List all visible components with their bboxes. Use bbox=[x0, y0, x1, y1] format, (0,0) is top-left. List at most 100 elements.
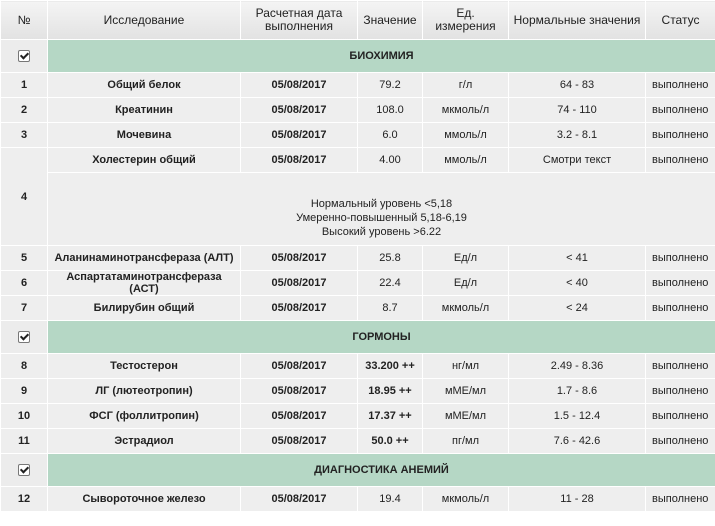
result-row: 11 Эстрадиол 05/08/2017 50.0 ++ пг/мл 7.6 - 4… bbox=[0, 428, 715, 454]
date-cell: 05/08/2017 bbox=[240, 122, 358, 148]
section-row: БИОХИМИЯ bbox=[0, 39, 715, 73]
value-cell: 18.95 ++ bbox=[357, 378, 423, 404]
value-cell: 22.4 bbox=[357, 270, 423, 296]
name-cell: Билирубин общий bbox=[47, 295, 241, 321]
unit-cell: ммоль/л bbox=[422, 147, 509, 173]
value-cell: 19.4 bbox=[357, 486, 423, 512]
name-cell: Аланинаминотрансфераза (АЛТ) bbox=[47, 245, 241, 271]
status-cell: выполнено bbox=[645, 403, 715, 429]
name-cell: ЛГ (лютеотропин) bbox=[47, 378, 241, 404]
num-cell: 12 bbox=[0, 486, 48, 512]
column-header: Расчетная дата выполнения bbox=[240, 0, 358, 40]
num-cell: 4 bbox=[0, 147, 48, 246]
column-header: Ед. измерения bbox=[422, 0, 509, 40]
status-cell: выполнено bbox=[645, 72, 715, 98]
column-header: Значение bbox=[357, 0, 423, 40]
num-cell: 3 bbox=[0, 122, 48, 148]
result-row: 4 Холестерин общий 05/08/2017 4.00 ммоль/л См… bbox=[0, 147, 715, 246]
unit-cell: нг/мл bbox=[422, 353, 509, 379]
date-cell: 05/08/2017 bbox=[240, 72, 358, 98]
num-cell: 2 bbox=[0, 97, 48, 123]
section-toggle bbox=[0, 320, 48, 354]
num-cell: 1 bbox=[0, 72, 48, 98]
value-cell: 33.200 ++ bbox=[357, 353, 423, 379]
num-cell: 11 bbox=[0, 428, 48, 454]
result-row: 9 ЛГ (лютеотропин) 05/08/2017 18.95 ++ мМЕ/м… bbox=[0, 378, 715, 404]
date-cell: 05/08/2017 bbox=[240, 270, 358, 296]
unit-cell: Ед/л bbox=[422, 245, 509, 271]
status-cell: выполнено bbox=[645, 486, 715, 512]
name-cell: Креатинин bbox=[47, 97, 241, 123]
date-cell: 05/08/2017 bbox=[240, 353, 358, 379]
note-row: Нормальный уровень <5,18 Умеренно-повышен… bbox=[1, 172, 715, 246]
num-cell: 5 bbox=[0, 245, 48, 271]
result-row: 7 Билирубин общий 05/08/2017 8.7 мкмоль/л < 2… bbox=[0, 295, 715, 321]
unit-cell: мкмоль/л bbox=[422, 97, 509, 123]
column-header: Статус bbox=[645, 0, 715, 40]
note-line: Высокий уровень >6.22 bbox=[321, 226, 442, 238]
section-title: ГОРМОНЫ bbox=[47, 320, 715, 354]
note-line: Умеренно-повышенный 5,18-6,19 bbox=[296, 212, 467, 224]
status-cell: выполнено bbox=[645, 147, 715, 173]
checkbox[interactable] bbox=[18, 331, 30, 344]
value-cell: 79.2 bbox=[357, 72, 423, 98]
name-cell: Общий белок bbox=[47, 72, 241, 98]
num-cell: 10 bbox=[0, 403, 48, 429]
result-row: 1 Общий белок 05/08/2017 79.2 г/л 64 - 83 выпо… bbox=[0, 72, 715, 98]
unit-cell: мМЕ/мл bbox=[422, 378, 509, 404]
unit-cell: мкмоль/л bbox=[422, 295, 509, 321]
norm-cell: 7.6 - 42.6 bbox=[508, 428, 646, 454]
num-cell: 6 bbox=[0, 270, 48, 296]
status-cell: выполнено bbox=[645, 122, 715, 148]
result-row: 10 ФСГ (фоллитропин) 05/08/2017 17.37 ++ мМЕ… bbox=[0, 403, 715, 429]
section-title: ДИАГНОСТИКА АНЕМИЙ bbox=[47, 453, 715, 487]
value-cell: 25.8 bbox=[357, 245, 423, 271]
norm-cell: < 40 bbox=[508, 270, 646, 296]
result-row: 3 Мочевина 05/08/2017 6.0 ммоль/л 3.2 - 8.1 вы… bbox=[0, 122, 715, 148]
note-cell: Нормальный уровень <5,18 Умеренно-повышен… bbox=[47, 172, 715, 246]
date-cell: 05/08/2017 bbox=[240, 428, 358, 454]
date-cell: 05/08/2017 bbox=[240, 486, 358, 512]
num-cell: 9 bbox=[0, 378, 48, 404]
result-row: 2 Креатинин 05/08/2017 108.0 мкмоль/л 74 - 11… bbox=[0, 97, 715, 123]
norm-cell: Смотри текст bbox=[508, 147, 646, 173]
name-cell: Холестерин общий bbox=[47, 147, 241, 173]
unit-cell: ммоль/л bbox=[422, 122, 509, 148]
name-cell: Аспартатаминотрансфераза (АСТ) bbox=[47, 270, 241, 296]
checkbox[interactable] bbox=[18, 50, 30, 63]
checkbox[interactable] bbox=[18, 464, 30, 477]
norm-cell: 74 - 110 bbox=[508, 97, 646, 123]
name-cell: Мочевина bbox=[47, 122, 241, 148]
value-cell: 108.0 bbox=[357, 97, 423, 123]
value-cell: 6.0 bbox=[357, 122, 423, 148]
norm-cell: 2.49 - 8.36 bbox=[508, 353, 646, 379]
status-cell: выполнено bbox=[645, 97, 715, 123]
value-cell: 8.7 bbox=[357, 295, 423, 321]
name-cell: Эстрадиол bbox=[47, 428, 241, 454]
norm-cell: 11 - 28 bbox=[508, 486, 646, 512]
date-cell: 05/08/2017 bbox=[240, 97, 358, 123]
header-row: № Исследование Расчетная дата выполнения Зн… bbox=[0, 0, 715, 40]
value-cell: 50.0 ++ bbox=[357, 428, 423, 454]
value-cell: 17.37 ++ bbox=[357, 403, 423, 429]
norm-cell: 1.7 - 8.6 bbox=[508, 378, 646, 404]
date-cell: 05/08/2017 bbox=[240, 245, 358, 271]
unit-cell: пг/мл bbox=[422, 428, 509, 454]
norm-cell: < 41 bbox=[508, 245, 646, 271]
status-cell: выполнено bbox=[645, 353, 715, 379]
table-body: БИОХИМИЯ 1 Общий белок 05/08/2017 79.2 г/л 64 … bbox=[0, 39, 715, 512]
unit-cell: мкмоль/л bbox=[422, 486, 509, 512]
section-row: ГОРМОНЫ bbox=[0, 320, 715, 354]
note-line: Нормальный уровень <5,18 bbox=[310, 198, 453, 210]
date-cell: 05/08/2017 bbox=[240, 147, 358, 173]
result-row: 8 Тестостерон 05/08/2017 33.200 ++ нг/мл 2.49… bbox=[0, 353, 715, 379]
section-row: ДИАГНОСТИКА АНЕМИЙ bbox=[0, 453, 715, 487]
results-table: № Исследование Расчетная дата выполнения Зн… bbox=[0, 0, 715, 512]
name-cell: ФСГ (фоллитропин) bbox=[47, 403, 241, 429]
result-row: 12 Сывороточное железо 05/08/2017 19.4 мкмол… bbox=[0, 486, 715, 512]
norm-cell: < 24 bbox=[508, 295, 646, 321]
value-cell: 4.00 bbox=[357, 147, 423, 173]
unit-cell: Ед/л bbox=[422, 270, 509, 296]
section-toggle bbox=[0, 453, 48, 487]
